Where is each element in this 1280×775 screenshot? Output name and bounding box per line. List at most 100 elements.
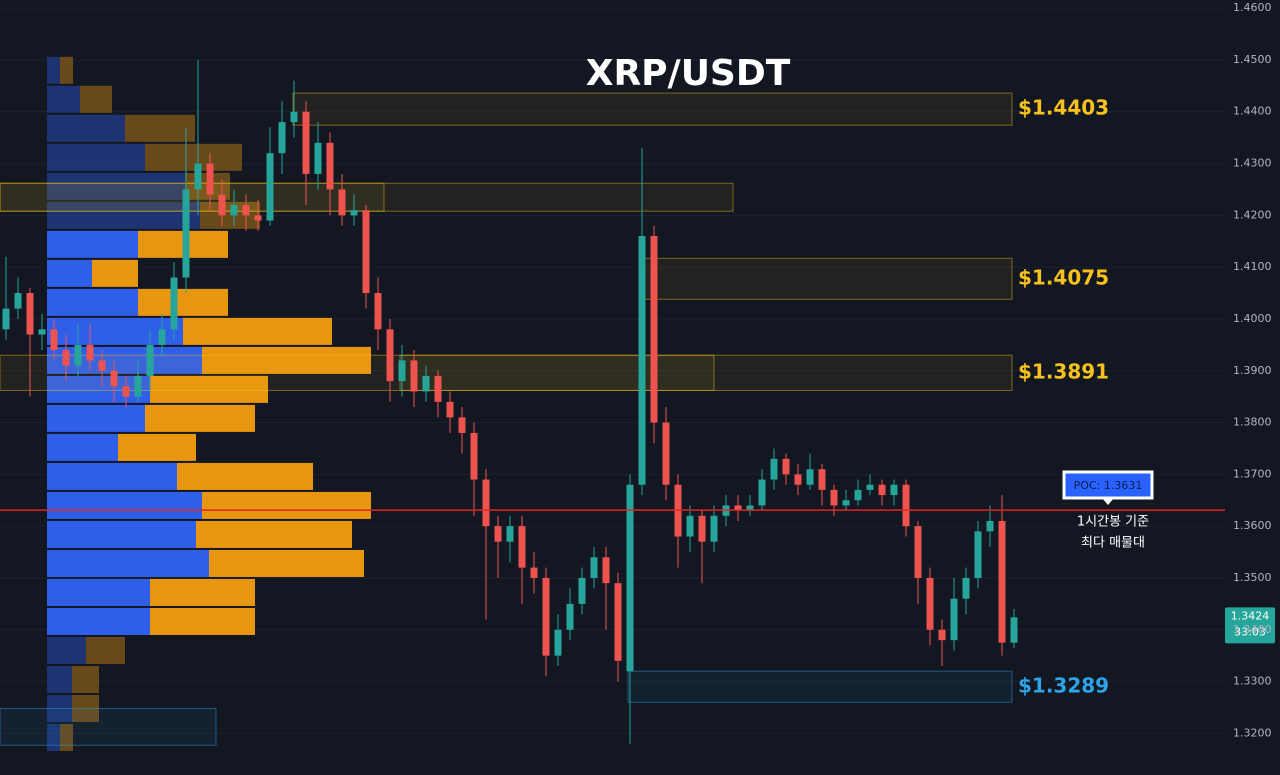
annotation: 최다 매물대 xyxy=(1081,536,1145,551)
candle-body xyxy=(950,598,958,641)
zone xyxy=(0,182,385,212)
sell-volume xyxy=(150,607,255,635)
buy-volume xyxy=(47,85,80,113)
candle-body xyxy=(638,236,646,485)
candle-body xyxy=(650,236,658,423)
y-tick-label: 1.4000 xyxy=(1233,312,1272,325)
candle-body xyxy=(710,515,718,542)
y-tick-label: 1.4400 xyxy=(1233,105,1272,118)
candle-body xyxy=(590,557,598,578)
candle-body xyxy=(878,484,886,496)
candle-body xyxy=(698,515,706,542)
buy-volume xyxy=(47,230,138,258)
sell-volume xyxy=(92,259,138,287)
sell-volume xyxy=(177,462,313,490)
candle-body xyxy=(818,469,826,490)
y-tick-label: 1.3700 xyxy=(1233,467,1272,480)
y-tick-label: 1.4300 xyxy=(1233,157,1272,170)
candle-body xyxy=(98,360,106,371)
y-tick-label: 1.4500 xyxy=(1233,53,1272,66)
poc-box xyxy=(1062,470,1154,500)
chart-title: XRP/USDT xyxy=(586,53,791,94)
candle-body xyxy=(386,329,394,382)
buy-volume xyxy=(47,56,60,84)
candle-body xyxy=(902,484,910,527)
candle-body xyxy=(422,375,430,392)
sell-volume xyxy=(183,317,332,345)
candle-body xyxy=(506,526,514,542)
sell-volume xyxy=(125,114,195,142)
zone xyxy=(644,257,1013,300)
candle-body xyxy=(38,329,46,335)
buy-volume xyxy=(47,578,150,606)
zones xyxy=(0,92,1013,746)
y-tick-label: 1.3900 xyxy=(1233,364,1272,377)
candle-body xyxy=(806,469,814,485)
buy-volume xyxy=(47,201,200,229)
overlay: $1.4403 $1.4075 $1.3891 $1.3289 POC: 1.3631 1… xyxy=(0,96,1275,697)
sell-volume xyxy=(150,578,255,606)
candle-body xyxy=(182,189,190,278)
candle-body xyxy=(554,629,562,656)
y-tick-label: 1.3200 xyxy=(1233,726,1272,739)
candle-body xyxy=(50,329,58,351)
y-tick-label: 1.3300 xyxy=(1233,675,1272,688)
zone-label: $1.4075 xyxy=(1018,265,1109,289)
zone xyxy=(0,708,217,746)
sell-volume xyxy=(145,404,255,432)
candle-body xyxy=(926,577,934,630)
zone xyxy=(627,670,1013,703)
candle-body xyxy=(962,577,970,599)
candle-body xyxy=(866,484,874,490)
y-tick-label: 1.3500 xyxy=(1233,571,1272,584)
zone xyxy=(399,354,1013,391)
candle-body xyxy=(398,360,406,382)
buy-volume xyxy=(47,724,60,752)
candle-body xyxy=(122,386,130,397)
candle-body xyxy=(830,489,838,506)
candle-body xyxy=(74,344,82,366)
candle-body xyxy=(938,629,946,641)
candle-body xyxy=(494,526,502,542)
candle-body xyxy=(614,583,622,661)
y-tick-label: 1.3800 xyxy=(1233,416,1272,429)
candle-body xyxy=(974,531,982,578)
candle-body xyxy=(86,344,94,361)
zone-label: $1.3891 xyxy=(1018,359,1109,383)
candle-body xyxy=(530,567,538,578)
candle-body xyxy=(374,293,382,330)
candle-body xyxy=(890,484,898,496)
y-tick-label: 1.4100 xyxy=(1233,260,1272,273)
candle-body xyxy=(2,308,10,330)
candle-body xyxy=(842,500,850,506)
sell-volume xyxy=(60,724,73,752)
candle-body xyxy=(14,293,22,309)
annotation: 1시간봉 기준 xyxy=(1077,515,1149,530)
buy-volume xyxy=(47,288,138,316)
buy-volume xyxy=(47,462,177,490)
sell-volume xyxy=(86,636,125,664)
buy-volume xyxy=(47,695,72,723)
sell-volume xyxy=(202,491,371,519)
sell-volume xyxy=(60,56,73,84)
candle-body xyxy=(686,515,694,537)
candle-body xyxy=(770,458,778,480)
candle-body xyxy=(542,577,550,656)
volume-profile xyxy=(47,56,371,752)
candle-body xyxy=(854,489,862,501)
candle-body xyxy=(662,422,670,485)
candle-body xyxy=(350,210,358,216)
buy-volume xyxy=(47,433,118,461)
candle-body xyxy=(278,122,286,154)
candle-body xyxy=(578,577,586,604)
candle-body xyxy=(326,142,334,190)
buy-volume xyxy=(47,143,145,171)
candle-body xyxy=(62,350,70,366)
candle-body xyxy=(470,432,478,480)
candle-body xyxy=(998,520,1006,643)
buy-volume xyxy=(47,404,145,432)
y-tick-label: 1.3600 xyxy=(1233,519,1272,532)
zone xyxy=(292,92,1013,126)
candle-body xyxy=(746,505,754,511)
candle-body xyxy=(302,111,310,174)
